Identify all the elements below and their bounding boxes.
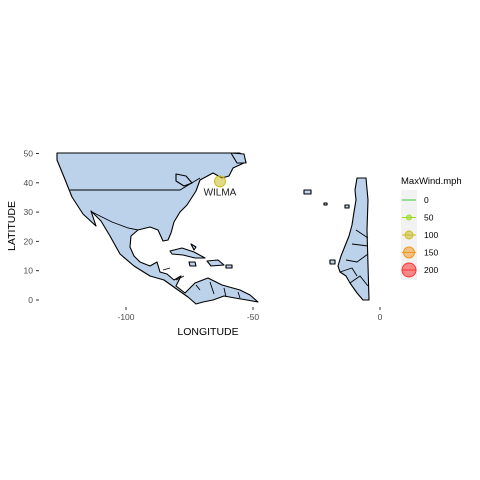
newfoundland-island	[230, 152, 247, 164]
x-tick-label: -100	[117, 312, 134, 322]
north-america-land	[56, 152, 259, 305]
central-america-borders	[162, 267, 241, 299]
legend-entries: 0 50 100 150 200	[401, 195, 438, 278]
y-tick-label: 30	[24, 207, 34, 217]
cuba-island	[169, 247, 206, 259]
legend: MaxWind.mph 0 50 100 150 200	[401, 176, 462, 280]
x-tick-label: 0	[378, 312, 383, 322]
bahamas-island	[190, 243, 197, 251]
y-axis: 0 10 20 30 40 50	[24, 149, 39, 305]
y-tick-label: 40	[24, 178, 34, 188]
small-island-ne	[344, 204, 350, 209]
y-tick-label: 20	[24, 236, 34, 246]
y-tick-label: 0	[28, 295, 33, 305]
y-tick-label: 50	[24, 149, 34, 159]
hispaniola-island	[206, 259, 225, 267]
us-canada-border	[70, 177, 201, 191]
legend-label: 150	[424, 248, 438, 258]
y-tick-label: 10	[24, 266, 34, 276]
legend-label: 0	[424, 195, 429, 205]
legend-label: 50	[424, 213, 434, 223]
west-africa-borders	[339, 229, 369, 287]
legend-label: 100	[424, 230, 438, 240]
legend-key-circle	[403, 246, 415, 259]
x-axis: -100 -50 0	[117, 307, 383, 322]
us-mexico-border	[91, 211, 139, 231]
small-island-azores	[323, 202, 328, 206]
legend-key-circle	[404, 230, 414, 240]
canary-islands	[329, 259, 336, 265]
storm-points: WILMA	[204, 175, 237, 198]
jamaica-island	[188, 261, 197, 267]
great-lakes-outline	[175, 173, 193, 187]
legend-title: MaxWind.mph	[401, 176, 462, 187]
storm-label: WILMA	[204, 187, 237, 198]
legend-key-circle	[406, 214, 412, 221]
storm-point	[213, 175, 226, 188]
x-tick-label: -50	[247, 312, 260, 322]
land-layer	[56, 152, 370, 305]
legend-key-circle	[401, 262, 417, 278]
x-axis-title: LONGITUDE	[177, 326, 238, 338]
legend-label: 200	[424, 265, 438, 275]
y-axis-title: LATITUDE	[6, 201, 18, 251]
puerto-rico-island	[225, 264, 233, 269]
iceland-island	[303, 189, 312, 195]
